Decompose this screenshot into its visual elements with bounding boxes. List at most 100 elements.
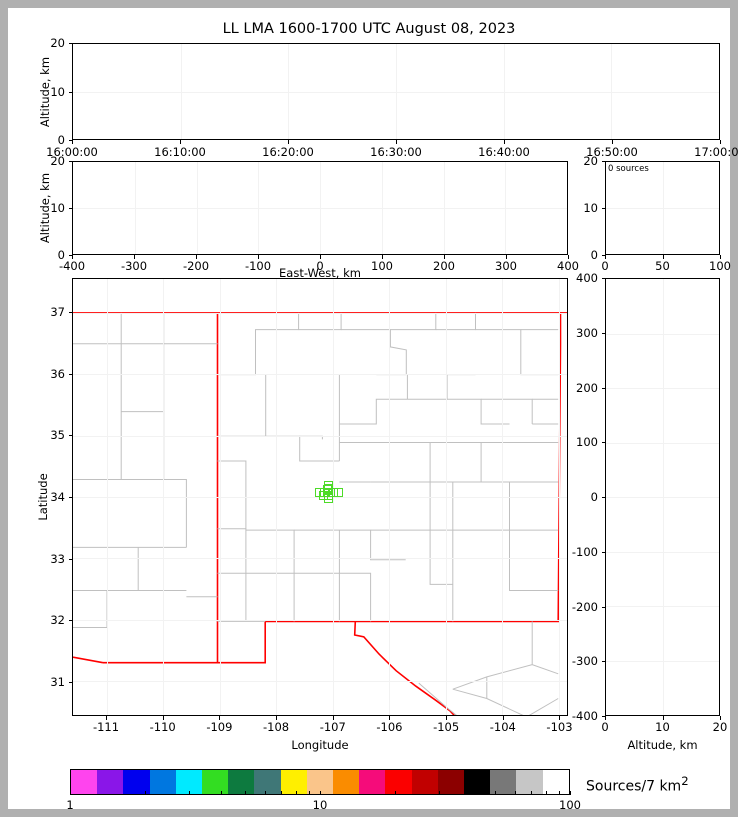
time-height-xtick-label: 16:20:00 (262, 145, 314, 159)
time-height-xtick-label: 16:50:00 (586, 145, 638, 159)
plan-view-map-panel[interactable] (72, 278, 568, 716)
county-line-48 (121, 479, 187, 548)
map-xtick-mark (332, 716, 334, 720)
north-south-ytick-mark (601, 606, 605, 608)
east-west-xtick-mark (72, 255, 73, 259)
east-west-xtick-label: 0 (316, 259, 324, 273)
gridline-horizontal (73, 374, 567, 376)
histogram-xtick-label: 50 (655, 259, 670, 273)
map-xtick-label: -108 (263, 720, 290, 734)
colorbar-minor-tick (70, 791, 71, 795)
colorbar-band (542, 770, 569, 794)
colorbar-band (280, 770, 307, 794)
map-ytick-label: 32 (50, 613, 65, 628)
map-xtick-mark (389, 716, 391, 720)
altitude-histogram-panel[interactable] (605, 161, 720, 255)
histogram-xtick-mark (662, 255, 664, 259)
north-south-ytick-label: 0 (590, 490, 598, 504)
time-height-xtick-label: 16:10:00 (154, 145, 206, 159)
north-south-ytick-mark (601, 278, 605, 279)
map-xtick-label: -110 (149, 720, 176, 734)
map-xtick-mark (446, 716, 448, 720)
colorbar-minor-tick (494, 791, 496, 795)
county-line-24 (339, 572, 372, 622)
colorbar-tick-label: 10 (312, 798, 328, 812)
map-xtick-mark (502, 716, 504, 720)
histogram-xtick-label: 100 (709, 259, 731, 273)
north-south-xtick-mark (720, 716, 721, 720)
time-height-xtick-label: 16:40:00 (478, 145, 530, 159)
east-west-xtick-label: -300 (120, 259, 148, 273)
north-south-xlabel: Altitude, km (627, 738, 698, 752)
north-south-xtick-label: 20 (712, 720, 728, 734)
colorbar-band (228, 770, 255, 794)
colorbar-band (359, 770, 386, 794)
north-south-height-panel[interactable] (605, 278, 720, 716)
map-ytick-label: 37 (50, 304, 65, 319)
source-density-cell (328, 487, 338, 497)
map-ytick-label: 35 (50, 428, 65, 443)
time-height-ytick-label: 20 (50, 36, 65, 50)
gridline-horizontal (606, 442, 719, 444)
gridline-horizontal (606, 660, 719, 662)
colorbar-title: Sources/7 km2 (586, 774, 689, 795)
colorbar-band (306, 770, 334, 794)
colorbar-minor-tick (220, 791, 222, 795)
map-ytick-mark (68, 558, 72, 560)
colorbar-gradient[interactable] (70, 769, 570, 795)
colorbar-band (411, 770, 438, 794)
map-ytick-mark (68, 435, 72, 437)
colorbar-minor-tick (514, 791, 516, 795)
state-border-arizona-south (73, 656, 104, 664)
map-xtick-label: -111 (92, 720, 120, 734)
time-height-xtick-label: 16:30:00 (370, 145, 422, 159)
time-height-panel[interactable] (72, 43, 720, 140)
figure-title: LL LMA 1600-1700 UTC August 08, 2023 (222, 21, 516, 37)
gridline-horizontal (73, 208, 567, 209)
map-ytick-label: 36 (50, 366, 65, 381)
county-line-19 (217, 460, 247, 530)
colorbar-group[interactable] (70, 769, 570, 795)
east-west-xlabel: East-West, km (279, 266, 361, 280)
histogram-source-count-annotation: 0 sources (608, 164, 649, 174)
map-xlabel: Longitude (291, 738, 349, 752)
colorbar-minor-tick (558, 791, 560, 795)
time-height-xtick-mark (396, 140, 397, 144)
colorbar-minor-tick (145, 791, 147, 795)
time-height-xtick-mark (720, 140, 721, 144)
north-south-ytick-mark (601, 716, 605, 717)
east-west-xtick-mark (258, 255, 259, 259)
east-west-xtick-mark (320, 255, 321, 259)
east-west-xtick-label: -200 (182, 259, 210, 273)
colorbar-title-text: Sources/7 km (586, 778, 682, 795)
source-density-cell (322, 485, 332, 495)
map-ytick-mark (68, 497, 72, 498)
map-xtick-label: -106 (376, 720, 403, 734)
time-height-xtick-label: 16:00:00 (46, 145, 98, 159)
time-height-xtick-label: 17:00:00 (694, 145, 738, 159)
time-height-ytick-mark (68, 43, 72, 44)
north-south-ytick-label: -200 (571, 599, 598, 614)
county-line-55 (452, 664, 533, 690)
county-line-21 (245, 529, 295, 574)
colorbar-band (149, 770, 176, 794)
east-west-ytick-label: 20 (50, 154, 65, 168)
north-south-xtick-label: 10 (655, 720, 670, 734)
county-line-2 (341, 329, 407, 375)
gridline-horizontal (606, 606, 719, 607)
county-line-29 (452, 529, 559, 591)
colorbar-minor-tick (281, 791, 283, 795)
north-south-ytick-label: 100 (576, 435, 598, 450)
east-west-height-panel[interactable] (72, 161, 568, 255)
histogram-ytick-mark (601, 255, 605, 256)
county-line-60 (418, 682, 457, 715)
map-xtick-mark (559, 716, 561, 720)
time-height-xtick-mark (72, 140, 73, 144)
east-west-xtick-label: -400 (58, 259, 86, 273)
north-south-ytick-mark (601, 661, 605, 663)
gridline-horizontal (73, 91, 719, 93)
source-density-cell (324, 494, 334, 504)
north-south-ytick-mark (601, 332, 605, 334)
county-line-42 (73, 312, 122, 345)
map-xtick-label: -109 (206, 720, 233, 734)
